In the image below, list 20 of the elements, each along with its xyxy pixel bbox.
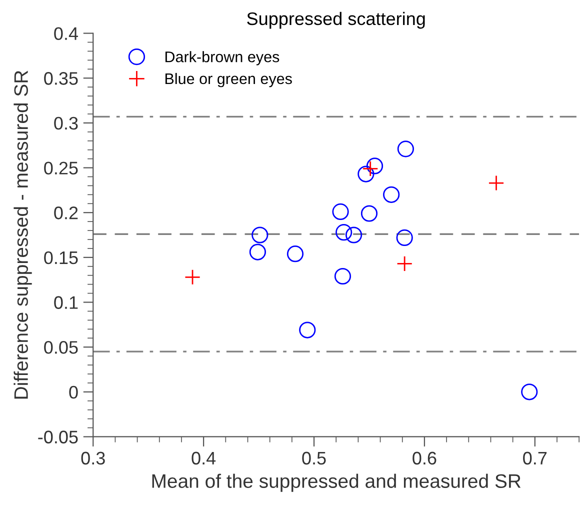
x-tick-label: 0.7	[523, 452, 547, 465]
y-tick-label: 0.1	[54, 296, 78, 309]
legend-label: Blue or green eyes	[165, 72, 292, 88]
chart-title: Suppressed scattering	[247, 12, 425, 29]
y-tick-label: 0.3	[54, 116, 78, 130]
y-tick-label: 0.2	[54, 206, 78, 220]
y-axis-title: Difference suppressed - measured SR	[14, 70, 32, 399]
y-tick-label: 0	[69, 386, 78, 399]
x-tick-label: 0.5	[302, 452, 326, 465]
y-tick-label: 0.35	[44, 72, 78, 85]
legend-label: Dark-brown eyes	[165, 51, 280, 66]
x-axis-title: Mean of the suppressed and measured SR	[152, 474, 521, 492]
y-tick-label: -0.05	[38, 430, 78, 444]
x-tick-label: 0.6	[412, 452, 436, 465]
y-tick-label: 0.4	[54, 27, 78, 40]
x-tick-label: 0.3	[81, 452, 105, 465]
y-tick-label: 0.15	[44, 251, 78, 264]
y-tick-label: 0.05	[44, 341, 78, 354]
x-tick-label: 0.4	[192, 452, 216, 465]
y-tick-label: 0.25	[44, 162, 78, 174]
